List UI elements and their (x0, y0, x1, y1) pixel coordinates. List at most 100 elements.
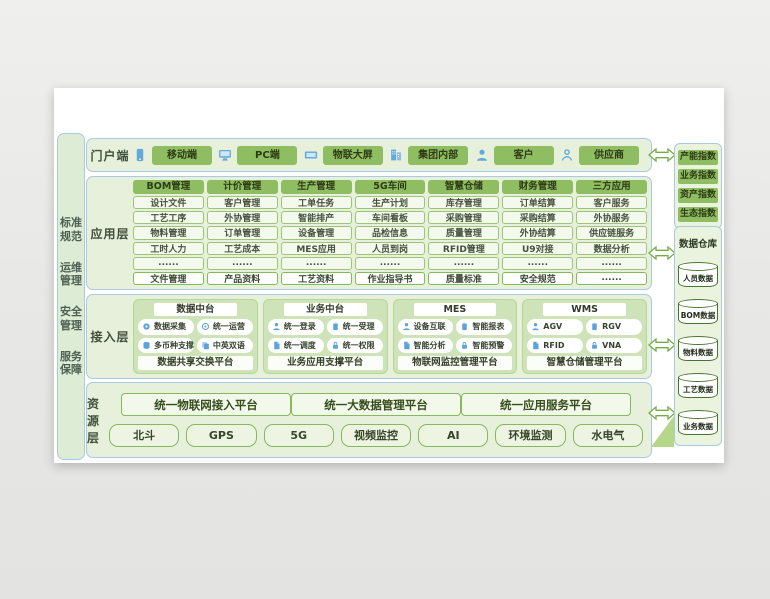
app-column-warehouse: 智慧仓储 库存管理 采购管理 质量管理 RFID管理 ...... 质量标准 (428, 180, 500, 286)
app-item: 订单结算 (502, 196, 574, 210)
access-chip: 智能报表 (456, 319, 513, 335)
double-arrow-icon (648, 147, 676, 163)
app-item: 质量管理 (428, 226, 500, 240)
chip-label: 统一权限 (342, 340, 375, 350)
cylinder-body (678, 377, 718, 398)
group-footer: 数据共享交换平台 (138, 356, 253, 370)
index-business: 业务指数 (678, 169, 718, 184)
database-icon (142, 341, 151, 350)
access-group-mes: MES 设备互联 智能报表 智能分析 智能预警 物联网监控管理平台 (392, 299, 518, 374)
chip-label: 数据采集 (154, 322, 186, 332)
app-column-header: 财务管理 (502, 180, 574, 194)
access-group-data-platform: 数据中台 数据采集 统一运营 多币种支撑 中英双语 数据共享交换平台 (133, 299, 258, 374)
portal-layer: 门户端 移动端 PC端 物联大屏 集团内部 (86, 138, 652, 172)
cylinder-top (678, 262, 718, 271)
access-chip: 多币种支撑 (138, 337, 194, 353)
double-arrow-icon (648, 405, 676, 421)
access-chip: RFID (527, 337, 584, 353)
group-items: 设备互联 智能报表 智能分析 智能预警 (397, 319, 513, 353)
chip-label: 中英双语 (212, 340, 245, 350)
database-label: 业务数据 (683, 422, 713, 431)
app-item: 工艺工序 (133, 211, 204, 225)
app-item: 采购管理 (428, 211, 500, 225)
app-item-more: ...... (354, 256, 426, 270)
left-sidebar: 标准规范 运维管理 安全管理 服务保障 (57, 133, 85, 460)
lock-icon (331, 341, 340, 350)
resource-layer-label: 资源层 (87, 396, 101, 445)
app-item-more: ...... (206, 256, 278, 270)
data-warehouse-panel: 数据仓库 人员数据 BOM数据 物料数据 工艺数据 业务数据 (674, 226, 722, 446)
access-chip: 统一受理 (326, 319, 383, 335)
app-column-header: 5G车间 (354, 180, 426, 194)
app-item-more: ...... (502, 256, 574, 270)
access-chip: AGV (527, 319, 584, 335)
app-item: 车间看板 (354, 211, 426, 225)
customer-icon (475, 148, 489, 162)
app-item: 数据分析 (576, 241, 648, 255)
app-column-header: 计价管理 (206, 180, 278, 194)
portal-item-customer: 客户 (475, 145, 554, 165)
clipboard-icon (331, 322, 340, 331)
chip-label: 统一受理 (342, 322, 375, 332)
portal-item-bigscreen: 物联大屏 (304, 145, 383, 165)
app-item: 工时人力 (133, 241, 204, 255)
portal-button: 物联大屏 (322, 145, 383, 165)
portal-button: 集团内部 (408, 145, 469, 165)
resource-items-row: 北斗 GPS 5G 视频监控 AI 环境监测 水电气 (109, 424, 643, 447)
app-item-footer: 工艺资料 (280, 271, 352, 286)
sidebar-item-service: 服务保障 (60, 349, 82, 377)
chip-label: 统一调度 (283, 340, 316, 350)
data-warehouse-title: 数据仓库 (678, 239, 717, 250)
app-item: 人员到岗 (354, 241, 426, 255)
chip-label: 智能报表 (472, 322, 505, 332)
app-column-header: BOM管理 (133, 180, 204, 194)
resource-ai: AI (418, 424, 489, 447)
database-cylinder-personnel: 人员数据 (678, 262, 718, 287)
app-item: 智能排产 (280, 211, 352, 225)
group-items: 数据采集 统一运营 多币种支撑 中英双语 (138, 319, 253, 353)
access-chip: 统一调度 (267, 337, 324, 353)
application-layer-label: 应用层 (90, 226, 130, 241)
portal-button: 客户 (493, 145, 554, 165)
access-chip: 统一权限 (326, 337, 383, 353)
app-item-footer: ...... (576, 271, 648, 286)
app-item: RFID管理 (428, 241, 500, 255)
cylinder-top (678, 373, 718, 382)
monitor-icon (218, 148, 232, 162)
cylinder-body (678, 266, 718, 287)
app-item-footer: 质量标准 (428, 271, 500, 286)
group-footer: 业务应用支撑平台 (267, 356, 383, 370)
chip-label: 多币种支撑 (154, 340, 194, 350)
chip-label: VNA (602, 340, 622, 350)
index-panel: 产能指数 业务指数 资产指数 生态指数 (674, 143, 722, 229)
clipboard-icon (460, 322, 469, 331)
portal-button: 供应商 (578, 145, 639, 165)
database-label: 工艺数据 (683, 385, 713, 394)
person-icon (272, 322, 281, 331)
app-item-footer: 作业指导书 (354, 271, 426, 286)
app-item: 外协结算 (502, 226, 574, 240)
portal-label: 门户端 (90, 148, 130, 163)
chip-label: RGV (602, 322, 622, 332)
app-column-pricing: 计价管理 客户管理 外协管理 订单管理 工艺成本 ...... 产品资料 (206, 180, 278, 286)
cylinder-body (678, 340, 718, 361)
access-chip: 智能预警 (456, 337, 513, 353)
resource-5g: 5G (263, 424, 334, 447)
portal-item-mobile: 移动端 (133, 145, 212, 165)
app-column-thirdparty: 三方应用 客户服务 外协服务 供应链服务 数据分析 ...... ...... (576, 180, 648, 286)
mobile-icon (133, 148, 147, 162)
file-icon (531, 341, 540, 350)
app-item-footer: 文件管理 (133, 271, 204, 286)
app-item-more: ...... (576, 256, 648, 270)
lock-icon (460, 341, 469, 350)
app-item: U9对接 (502, 241, 574, 255)
chip-label: AGV (543, 322, 563, 332)
chip-label: 智能预警 (472, 340, 505, 350)
target-icon (201, 322, 210, 331)
chip-label: RFID (543, 340, 565, 350)
group-footer: 智慧仓储管理平台 (527, 356, 642, 370)
app-item: 工艺成本 (206, 241, 278, 255)
app-column-bom: BOM管理 设计文件 工艺工序 物料管理 工时人力 ...... 文件管理 (133, 180, 204, 286)
app-column-finance: 财务管理 订单结算 采购结算 外协结算 U9对接 ...... 安全规范 (502, 180, 574, 286)
